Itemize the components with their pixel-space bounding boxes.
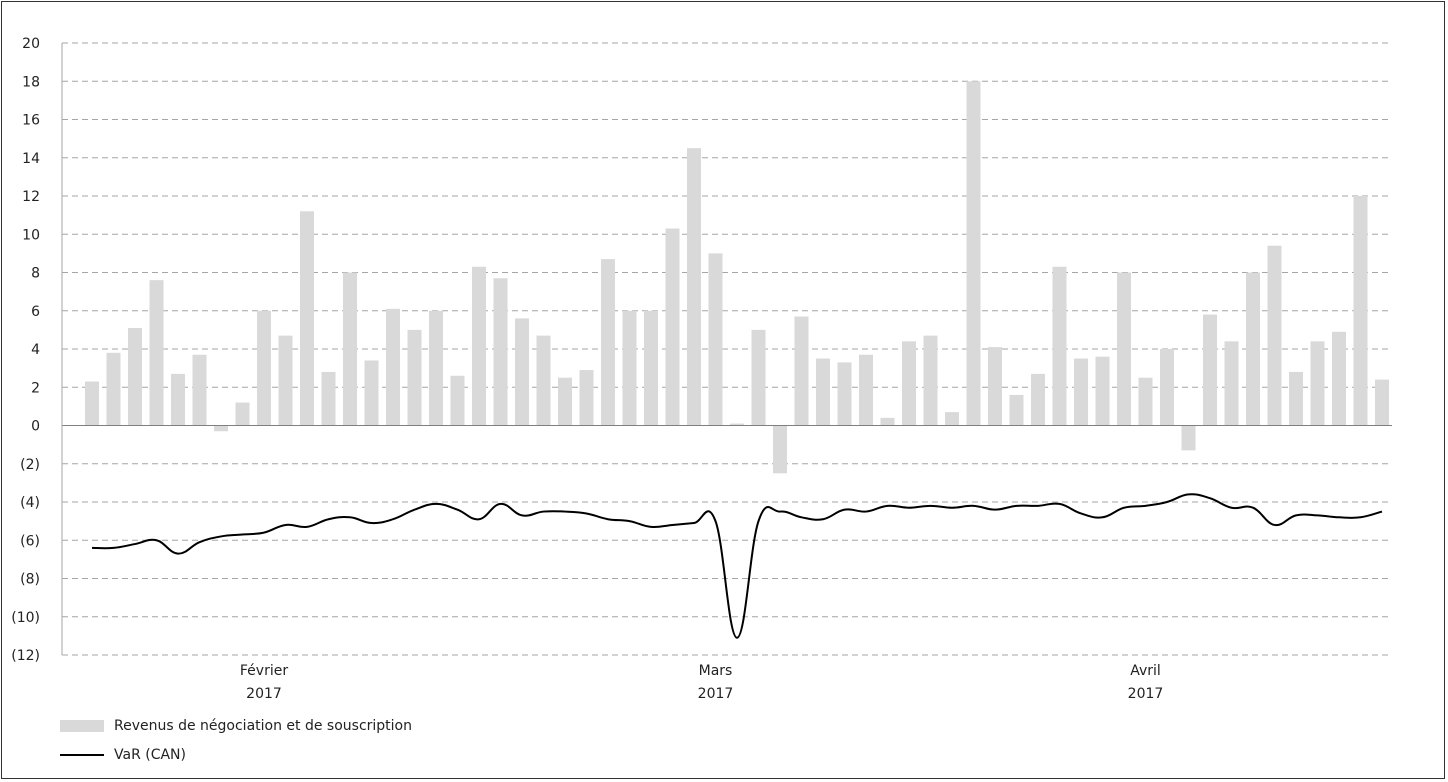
bar [837, 362, 852, 426]
bar [1052, 266, 1067, 426]
y-tick-label: 2 [31, 380, 40, 396]
y-tick-label: 20 [22, 36, 40, 52]
legend-line-label: VaR (CAN) [114, 747, 186, 763]
bar [708, 253, 723, 426]
bar [472, 266, 486, 426]
bar [429, 310, 443, 426]
bar [601, 259, 615, 426]
x-year-label: 2017 [698, 686, 734, 702]
y-tick-label: 0 [31, 419, 40, 435]
x-axis-ticks: Février 2017 Mars 2017 Avril 2017 [240, 663, 1163, 702]
y-tick-label: (2) [20, 457, 40, 473]
legend-item-line: VaR (CAN) [60, 747, 186, 763]
y-tick-label: (4) [20, 495, 40, 511]
bar [1117, 272, 1131, 426]
y-tick-label: 8 [31, 266, 40, 282]
bar [945, 412, 959, 426]
y-tick-label: 6 [31, 304, 40, 320]
line-series [91, 493, 1383, 639]
bar [1138, 377, 1153, 426]
bar [902, 341, 916, 426]
y-tick-label: (10) [11, 610, 40, 626]
y-tick-label: 18 [22, 74, 40, 90]
legend-line-swatch [60, 754, 104, 756]
legend-bar-label: Revenus de négociation et de souscriptio… [114, 718, 412, 734]
bar [687, 148, 701, 426]
bar [493, 278, 508, 426]
bar [407, 329, 422, 426]
bar [1095, 356, 1110, 426]
y-tick-label: (12) [11, 648, 40, 664]
bar [1031, 373, 1045, 426]
bar [1160, 349, 1174, 426]
bar [859, 354, 873, 426]
bar [235, 402, 250, 426]
bar [923, 335, 938, 426]
bar [579, 370, 594, 426]
x-month-label: Mars [699, 663, 733, 679]
bar [1332, 331, 1346, 426]
bar [278, 335, 293, 426]
x-month-label: Février [240, 663, 288, 679]
bar [988, 347, 1002, 426]
bar [558, 377, 572, 426]
bar [536, 335, 551, 426]
bar [773, 425, 787, 474]
var-line [91, 493, 1383, 639]
bar [343, 272, 357, 426]
bar [1375, 379, 1389, 426]
bar [1267, 245, 1282, 426]
bar [171, 373, 185, 426]
legend-bar-swatch [60, 720, 104, 732]
bar [1310, 341, 1325, 426]
bar [794, 316, 809, 426]
bar [816, 358, 830, 426]
bar [214, 425, 228, 432]
bar [880, 417, 895, 426]
y-tick-label: 16 [22, 113, 40, 129]
bar [515, 318, 529, 426]
bar [966, 81, 981, 426]
bar [622, 310, 637, 426]
bar [665, 228, 680, 426]
bar [192, 354, 207, 426]
bar [1246, 272, 1260, 426]
bar [1203, 314, 1217, 426]
gridlines [62, 42, 1392, 656]
bar [751, 329, 766, 426]
bar [300, 211, 314, 426]
bar [321, 371, 336, 426]
bar [450, 375, 465, 426]
bar [1289, 371, 1303, 426]
x-year-label: 2017 [246, 686, 282, 702]
x-year-label: 2017 [1128, 686, 1164, 702]
bar [364, 360, 379, 426]
y-tick-label: 10 [22, 227, 40, 243]
bar [1353, 196, 1368, 426]
bar [386, 308, 400, 426]
y-tick-label: (8) [20, 572, 40, 588]
bar [1224, 341, 1239, 426]
bar [85, 381, 99, 426]
bar [106, 352, 121, 426]
y-tick-label: 12 [22, 189, 40, 205]
bar [1074, 358, 1088, 426]
y-tick-label: 4 [31, 342, 40, 358]
bar [149, 280, 164, 426]
x-month-label: Avril [1130, 663, 1161, 679]
y-tick-label: (6) [20, 533, 40, 549]
bar [644, 310, 658, 426]
legend-item-bars: Revenus de négociation et de souscriptio… [60, 718, 412, 734]
bar [730, 423, 744, 426]
y-tick-label: 14 [22, 151, 40, 167]
bar [257, 310, 271, 426]
bar [1009, 394, 1024, 426]
bar [128, 327, 142, 426]
bar [1181, 425, 1196, 451]
bar-series [85, 81, 1389, 474]
